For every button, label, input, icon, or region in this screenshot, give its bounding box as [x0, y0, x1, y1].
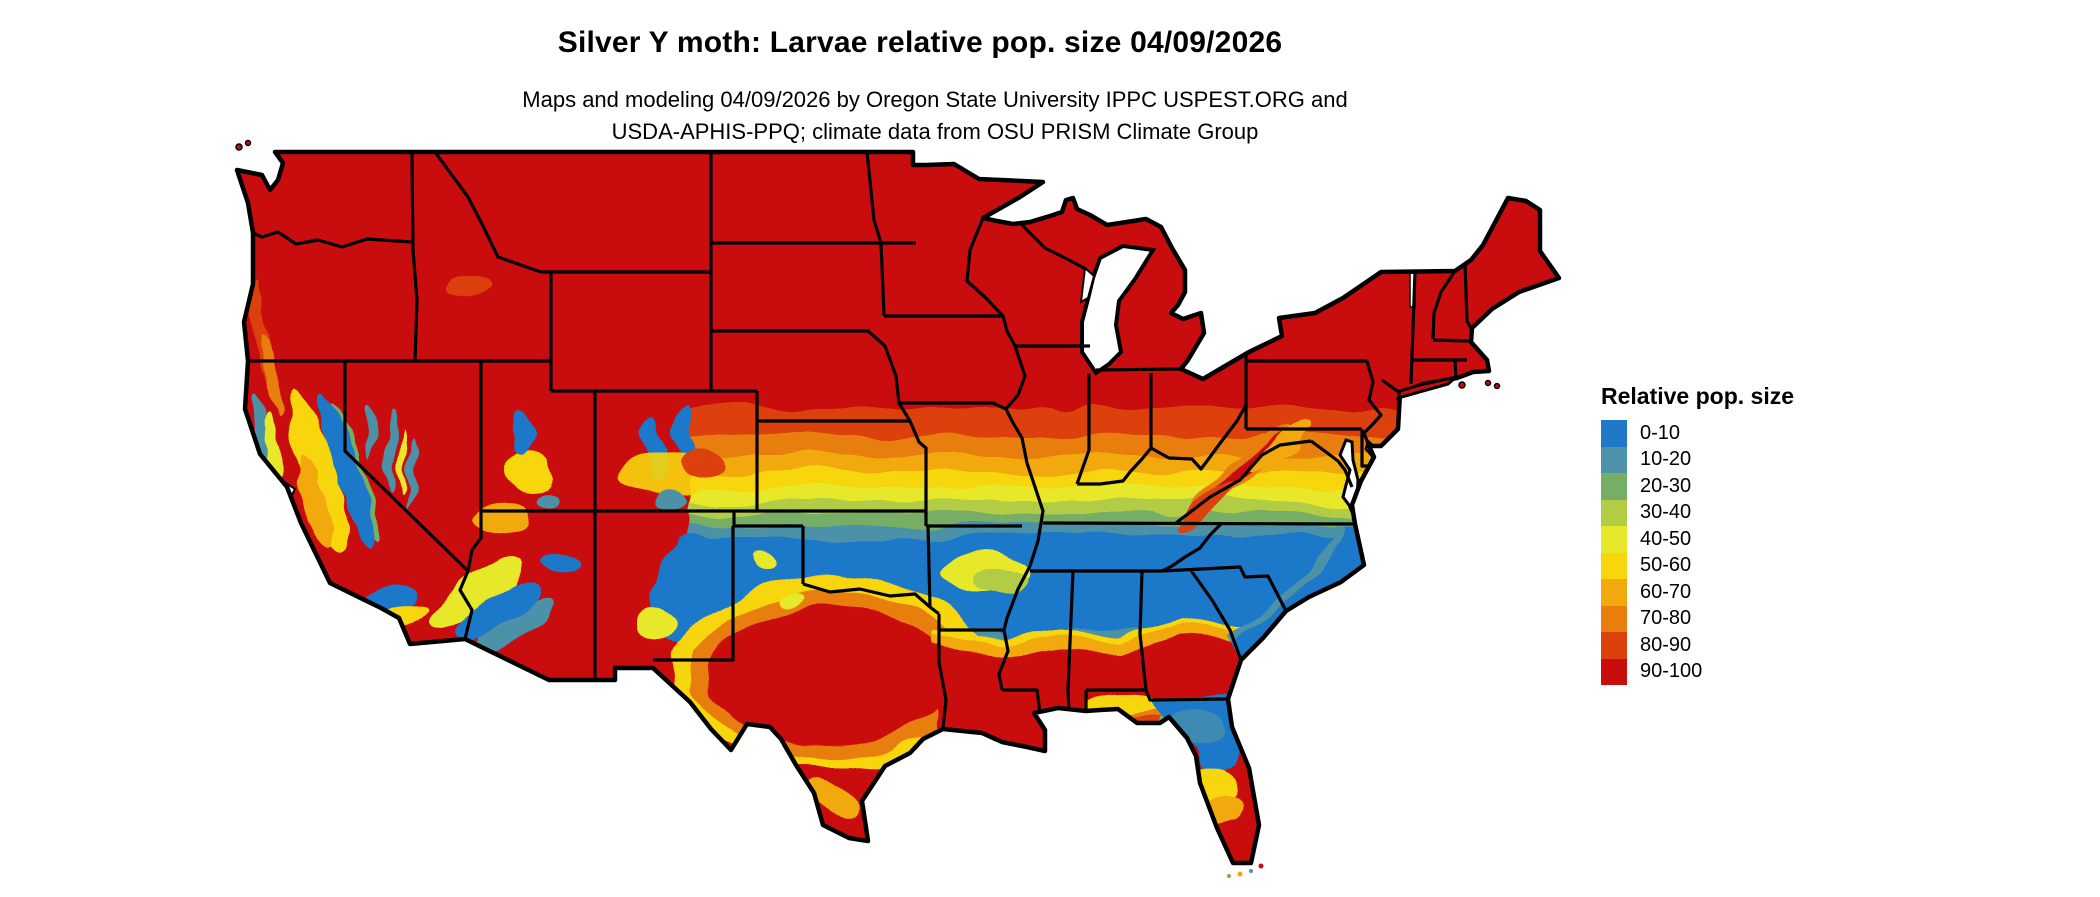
green-bay	[1079, 265, 1096, 304]
legend-item: 30-40	[1601, 499, 1794, 526]
us-outline	[234, 149, 1562, 866]
subtitle-line-1: Maps and modeling 04/09/2026 by Oregon S…	[522, 87, 1348, 112]
subtitle-line-2: USDA-APHIS-PPQ; climate data from OSU PR…	[611, 119, 1259, 144]
legend-swatch	[1601, 499, 1627, 526]
map-legend: Relative pop. size 0-10 10-20 20-30 30-40 40…	[1601, 383, 1794, 685]
legend-item: 50-60	[1601, 552, 1794, 579]
legend-title: Relative pop. size	[1601, 383, 1795, 409]
legend-swatch	[1601, 420, 1627, 447]
legend-item: 40-50	[1601, 526, 1794, 553]
legend-label: 10-20	[1640, 448, 1692, 471]
raster-layer	[237, 152, 1559, 863]
legend-item: 70-80	[1601, 605, 1794, 632]
legend-item: 60-70	[1601, 579, 1794, 606]
legend-item: 90-100	[1601, 658, 1794, 685]
legend-label: 70-80	[1640, 607, 1692, 630]
legend-swatch	[1601, 526, 1627, 553]
legend-label: 90-100	[1640, 660, 1703, 683]
legend-label: 0-10	[1640, 421, 1681, 444]
legend-swatch	[1601, 579, 1627, 606]
legend-swatch	[1601, 446, 1627, 473]
legend-label: 30-40	[1640, 501, 1692, 524]
page-title: Silver Y moth: Larvae relative pop. size…	[557, 26, 1283, 59]
islands	[235, 139, 1501, 878]
legend-label: 20-30	[1640, 474, 1692, 497]
legend-swatch	[1601, 605, 1627, 632]
legend-item: 0-10	[1601, 420, 1794, 447]
legend-swatch	[1601, 473, 1627, 500]
legend-label: 40-50	[1640, 527, 1692, 550]
legend-label: 50-60	[1640, 554, 1692, 577]
legend-swatch	[1601, 632, 1627, 659]
legend-item: 20-30	[1601, 473, 1794, 500]
legend-swatch	[1601, 658, 1627, 685]
legend-items: 0-10 10-20 20-30 30-40 40-50 50-60 60-70 70-80 8…	[1601, 420, 1794, 685]
legend-swatch	[1601, 552, 1627, 579]
legend-label: 80-90	[1640, 633, 1692, 656]
lake-michigan	[1080, 243, 1157, 376]
page-subtitle: Maps and modeling 04/09/2026 by Oregon S…	[235, 84, 1635, 148]
legend-item: 80-90	[1601, 632, 1794, 659]
legend-item: 10-20	[1601, 446, 1794, 473]
state-borders	[244, 152, 1473, 730]
legend-label: 60-70	[1640, 580, 1692, 603]
